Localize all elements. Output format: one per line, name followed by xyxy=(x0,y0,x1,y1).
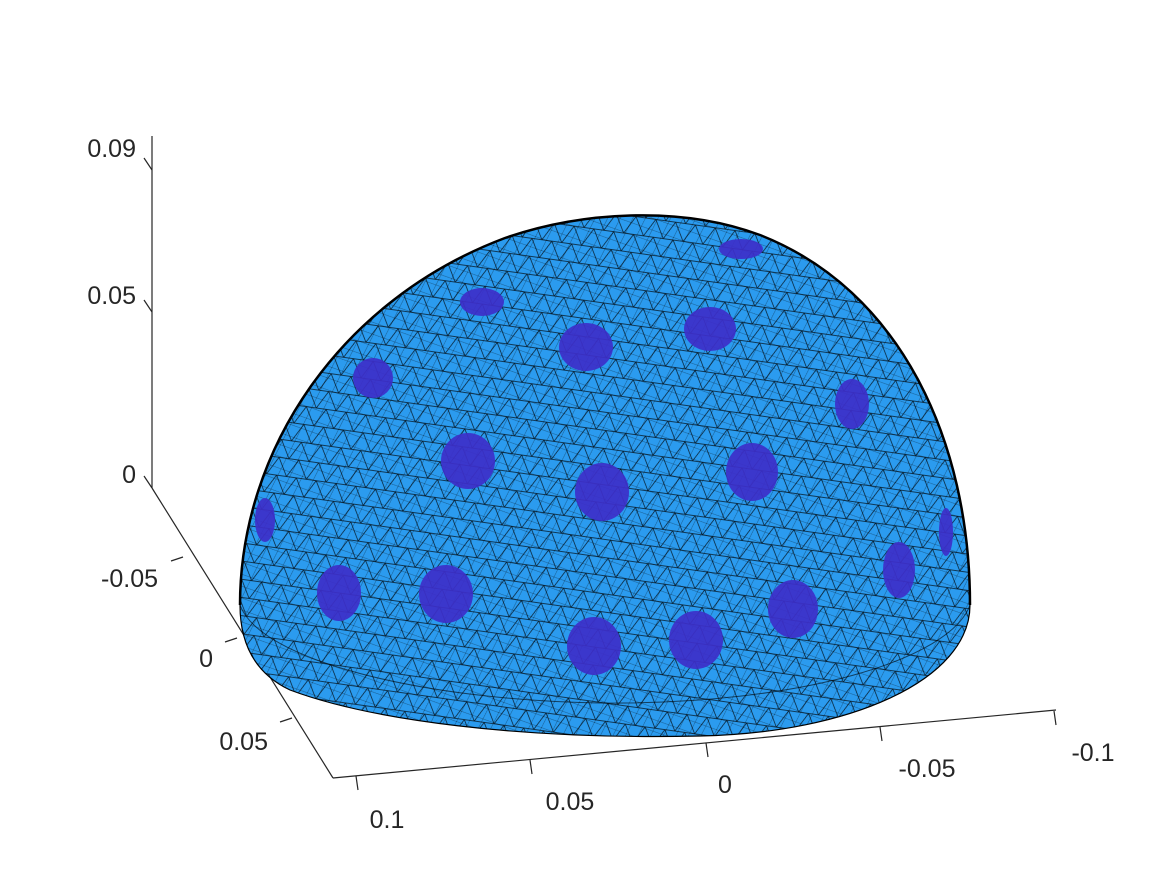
x-axis-line xyxy=(332,709,1057,779)
z-tick-mark xyxy=(143,157,153,171)
electrode-group xyxy=(255,239,953,675)
x-tick-label: -0.05 xyxy=(899,755,956,783)
electrode-disc xyxy=(441,433,495,489)
y-tick-label: -0.05 xyxy=(101,565,158,593)
y-tick-label: 0.05 xyxy=(219,728,268,756)
electrode-disc xyxy=(419,565,473,623)
x-tick-mark xyxy=(529,759,533,775)
y-tick-mark xyxy=(224,637,238,643)
electrode-disc xyxy=(684,307,736,351)
y-tick-label: 0 xyxy=(199,645,213,673)
x-tick-mark xyxy=(705,742,709,758)
electrode-disc xyxy=(669,611,723,669)
x-tick-mark xyxy=(1053,710,1057,726)
surface-mesh xyxy=(240,215,970,737)
electrode-disc xyxy=(719,239,763,259)
electrode-disc xyxy=(559,323,613,371)
electrode-disc xyxy=(353,358,393,398)
z-tick-mark xyxy=(143,299,153,313)
x-tick-label: 0.05 xyxy=(546,788,595,816)
tick-marks xyxy=(143,157,1057,791)
head-surface xyxy=(238,214,972,738)
electrode-disc xyxy=(768,580,818,638)
electrode-disc xyxy=(460,288,504,316)
x-tick-label: 0 xyxy=(718,771,732,799)
electrode-disc xyxy=(939,508,953,556)
z-tick-label: 0.09 xyxy=(87,135,136,163)
x-tick-mark xyxy=(879,726,883,742)
x-tick-label: 0.1 xyxy=(370,806,405,834)
electrode-disc xyxy=(567,617,621,675)
electrode-disc xyxy=(726,443,778,501)
tick-labels: 0 0.05 0.09 -0.05 0 0.05 0.1 0.05 0 -0.0… xyxy=(87,135,1114,834)
x-tick-label: -0.1 xyxy=(1071,739,1114,767)
z-tick-label: 0 xyxy=(122,461,136,489)
z-tick-mark xyxy=(143,475,153,489)
x-tick-mark xyxy=(355,775,359,791)
surface-outline xyxy=(238,214,972,606)
y-tick-mark xyxy=(279,717,293,723)
surface-base-edge xyxy=(239,604,971,738)
electrode-disc xyxy=(317,565,361,621)
electrode-disc xyxy=(835,379,869,429)
electrode-disc xyxy=(883,542,915,598)
z-tick-label: 0.05 xyxy=(87,282,136,310)
electrode-disc xyxy=(255,498,275,542)
electrode-disc xyxy=(575,463,629,521)
y-tick-mark xyxy=(170,556,184,562)
